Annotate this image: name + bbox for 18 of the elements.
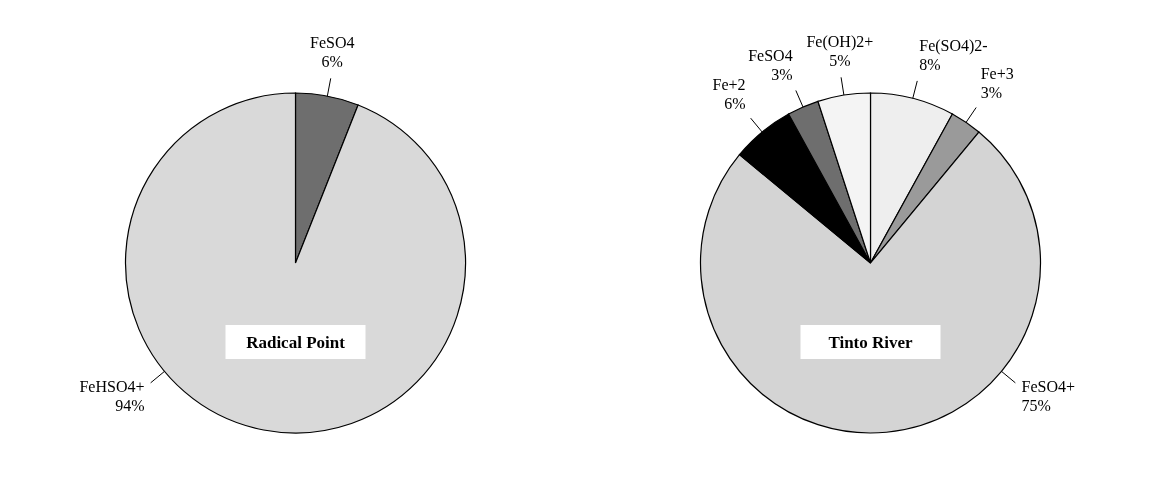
slice-label: FeSO4 [748,47,793,65]
slice-label: Fe(OH)2+ [806,33,874,52]
data-label: 8% [919,56,941,74]
data-label: 6% [724,94,746,112]
data-label: 3% [980,83,1002,101]
data-label: 75% [1021,396,1051,414]
slice-label: Fe(SO4)2- [919,37,988,56]
data-label: 6% [321,53,343,71]
slice-label: FeHSO4+ [79,377,145,395]
text: Radical Point [246,333,346,352]
text: Tinto River [828,333,914,352]
slice-label: Fe+2 [712,75,746,93]
slice-label: FeSO4 [310,34,355,52]
slice-label: Fe+3 [980,64,1014,82]
data-label: 5% [829,52,851,70]
slice-label: FeSO4+ [1021,377,1076,395]
data-label: 94% [115,396,145,414]
data-label: 3% [771,66,793,84]
